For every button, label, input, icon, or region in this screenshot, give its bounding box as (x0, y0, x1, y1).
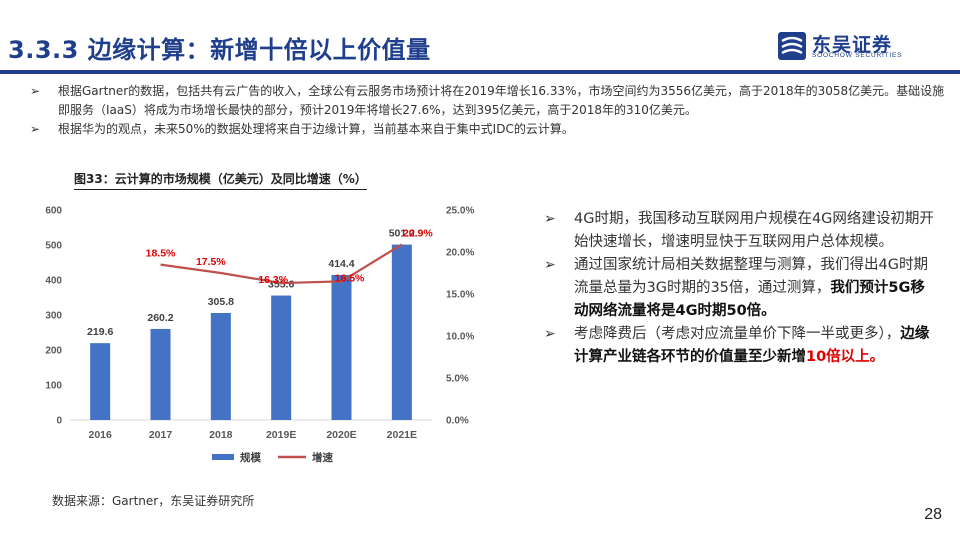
bar-value-label: 414.4 (328, 258, 354, 270)
y-right-tick-label: 10.0% (446, 332, 474, 343)
cloud-market-chart: 0 100 200 300 400 500 600 0.0% 5.0% 10.0% 15.0% 20.… (45, 206, 474, 465)
logo-chinese-name: 东吴证券 (812, 34, 893, 56)
right-bullet-1: ➢ 4G时期，我国移动互联网用户规模在4G网络建设初期开始快速增长，增速明显快于… (544, 208, 936, 254)
y-left-tick-label: 400 (45, 276, 62, 287)
y-right-tick-label: 15.0% (446, 290, 474, 301)
y-right-tick-label: 5.0% (446, 374, 469, 385)
intro-bullet-text: 根据Gartner的数据，包括共有云广告的收入，全球公有云服务市场预计将在201… (58, 84, 945, 117)
header-divider (0, 70, 960, 74)
right-bullet-2: ➢ 通过国家统计局相关数据整理与测算，我们得出4G时期流量总量为3G时期的35倍… (544, 254, 936, 323)
right-panel-bullets: ➢ 4G时期，我国移动互联网用户规模在4G网络建设初期开始快速增长，增速明显快于… (544, 208, 936, 369)
bar (210, 312, 231, 420)
growth-value-label: 20.9% (403, 227, 433, 239)
intro-bullets: ➢ 根据Gartner的数据，包括共有云广告的收入，全球公有云服务市场预计将在2… (30, 82, 945, 139)
bullet-arrow-icon: ➢ (30, 84, 41, 98)
y-right-tick-label: 0.0% (446, 416, 469, 427)
x-tick-label: 2018 (209, 429, 233, 441)
bar (331, 274, 352, 420)
bullet-arrow-icon: ➢ (544, 326, 556, 342)
x-tick-label: 2016 (88, 429, 112, 441)
bar (271, 295, 292, 420)
right-bullet-highlight: 10倍以上。 (806, 349, 885, 365)
y-right-tick-label: 20.0% (446, 248, 474, 259)
bar (150, 328, 171, 420)
bullet-arrow-icon: ➢ (544, 211, 556, 227)
figure-title: 图33：云计算的市场规模（亿美元）及同比增速（%） (74, 170, 367, 190)
growth-value-label: 17.5% (196, 256, 226, 268)
bullet-arrow-icon: ➢ (544, 257, 556, 273)
page-title: 3.3.3 边缘计算：新增十倍以上价值量 (8, 36, 431, 64)
intro-bullet-1: ➢ 根据Gartner的数据，包括共有云广告的收入，全球公有云服务市场预计将在2… (30, 82, 945, 120)
y-left-tick-label: 300 (45, 311, 62, 322)
x-tick-label: 2017 (149, 429, 173, 441)
growth-line (160, 243, 403, 285)
legend-swatch-bar (212, 454, 234, 460)
y-left-tick-label: 600 (45, 206, 62, 217)
bar-value-label: 501.2 (389, 228, 415, 240)
y-right-tick-label: 25.0% (446, 206, 474, 217)
right-bullet-emphasis: 我们预计5G移动网络流量将是4G时期50倍。 (574, 280, 925, 319)
y-left-tick-label: 100 (45, 381, 62, 392)
bar-value-label: 260.2 (147, 312, 173, 324)
x-tick-label: 2020E (326, 429, 356, 441)
right-bullet-text: 考虑降费后（考虑对应流量单价下降一半或更多）， (574, 326, 901, 342)
bar-value-label: 219.6 (87, 326, 113, 338)
x-tick-label: 2021E (387, 429, 417, 441)
growth-value-label: 16.3% (258, 274, 288, 286)
growth-value-label: 18.5% (146, 248, 176, 260)
x-tick-label: 2019E (266, 429, 296, 441)
bar (391, 244, 412, 420)
y-left-tick-label: 0 (56, 416, 62, 427)
y-left-tick-label: 500 (45, 241, 62, 252)
legend-label-line: 增速 (312, 451, 333, 464)
y-left-tick-label: 200 (45, 346, 62, 357)
brand-logo: 东吴证券 SOOCHOW SECURITIES (778, 30, 958, 62)
page-number: 28 (924, 506, 942, 523)
growth-value-label: 16.5% (335, 272, 365, 284)
right-bullet-text: 通过国家统计局相关数据整理与测算，我们得出4G时期流量总量为3G时期的35倍，通… (574, 257, 928, 296)
bar (90, 343, 111, 420)
data-source: 数据来源：Gartner，东吴证券研究所 (52, 494, 255, 508)
intro-bullet-2: ➢ 根据华为的观点，未来50%的数据处理将来自于边缘计算，当前基本来自于集中式I… (30, 120, 945, 139)
bullet-arrow-icon: ➢ (30, 122, 41, 136)
bar-value-label: 305.8 (208, 296, 234, 308)
right-bullet-text: 4G时期，我国移动互联网用户规模在4G网络建设初期开始快速增长，增速明显快于互联… (574, 211, 934, 250)
right-bullet-emphasis: 边缘计算产业链各环节的价值量至少新增 (574, 326, 930, 365)
logo-english-name: SOOCHOW SECURITIES (812, 52, 903, 59)
intro-bullet-text: 根据华为的观点，未来50%的数据处理将来自于边缘计算，当前基本来自于集中式IDC… (58, 122, 574, 136)
legend-label-bar: 规模 (240, 451, 261, 464)
soochow-logo-icon (778, 32, 806, 60)
right-bullet-3: ➢ 考虑降费后（考虑对应流量单价下降一半或更多），边缘计算产业链各环节的价值量至… (544, 323, 936, 369)
